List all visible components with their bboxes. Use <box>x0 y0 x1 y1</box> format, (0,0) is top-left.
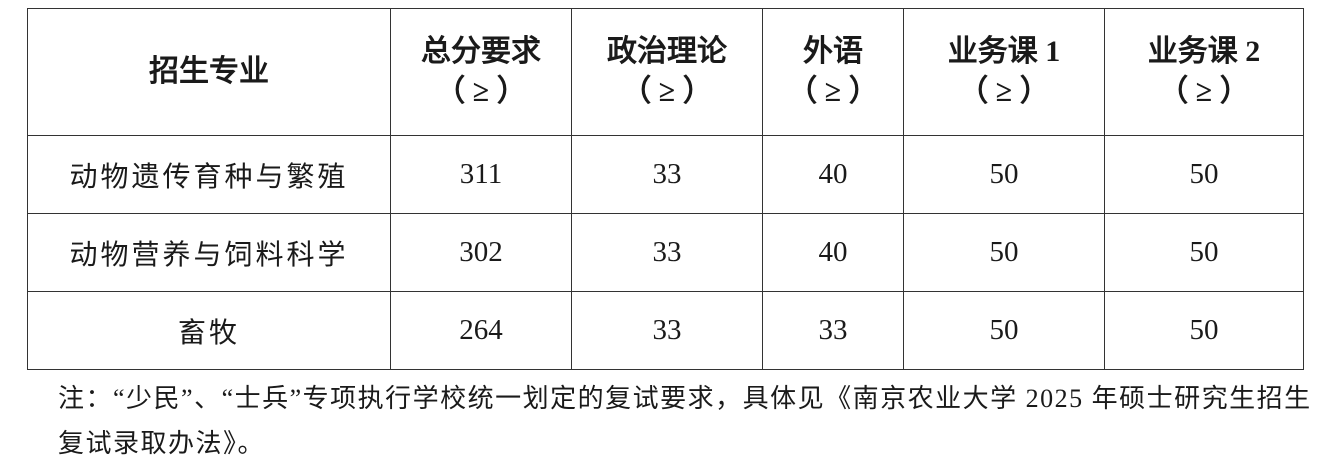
header-politics: 政治理论 （ ≥ ） <box>571 8 763 136</box>
header-row: 招生专业 总分要求 （ ≥ ） 政治理论 （ ≥ ） 外语 （ ≥ ） 业务课 1 （ … <box>27 8 1304 136</box>
header-foreign-language: 外语 （ ≥ ） <box>762 8 904 136</box>
course2-cell: 50 <box>1104 135 1304 214</box>
header-label: 政治理论 <box>607 35 727 68</box>
politics-cell: 33 <box>571 213 763 292</box>
header-label: 业务课 2 <box>1147 35 1261 68</box>
language-cell: 40 <box>762 135 904 214</box>
header-label: 业务课 1 <box>947 35 1061 68</box>
course1-cell: 50 <box>903 135 1105 214</box>
table-row: 动物营养与饲料科学 302 33 40 50 50 <box>27 213 1304 292</box>
major-cell: 畜牧 <box>27 291 391 370</box>
language-cell: 33 <box>762 291 904 370</box>
course2-cell: 50 <box>1104 213 1304 292</box>
header-major: 招生专业 <box>27 8 391 136</box>
header-sub: （ ≥ ） <box>958 75 1050 108</box>
header-label: 外语 <box>803 35 863 68</box>
header-sub: （ ≥ ） <box>435 75 527 108</box>
footnote: 注：“少民”、“士兵”专项执行学校统一划定的复试要求，具体见《南京农业大学 20… <box>58 384 1312 458</box>
politics-cell: 33 <box>571 291 763 370</box>
total-cell: 311 <box>390 135 572 214</box>
major-cell: 动物营养与饲料科学 <box>27 213 391 292</box>
total-cell: 264 <box>390 291 572 370</box>
table-row: 畜牧 264 33 33 50 50 <box>27 291 1304 370</box>
header-sub: （ ≥ ） <box>621 75 713 108</box>
header-total: 总分要求 （ ≥ ） <box>390 8 572 136</box>
header-course-1: 业务课 1 （ ≥ ） <box>903 8 1105 136</box>
major-cell: 动物遗传育种与繁殖 <box>27 135 391 214</box>
total-cell: 302 <box>390 213 572 292</box>
language-cell: 40 <box>762 213 904 292</box>
table-row: 动物遗传育种与繁殖 311 33 40 50 50 <box>27 135 1304 214</box>
course1-cell: 50 <box>903 291 1105 370</box>
course2-cell: 50 <box>1104 291 1304 370</box>
header-label: 招生专业 <box>149 55 269 88</box>
header-course-2: 业务课 2 （ ≥ ） <box>1104 8 1304 136</box>
score-requirements-table: 招生专业 总分要求 （ ≥ ） 政治理论 （ ≥ ） 外语 （ ≥ ） 业务课 1 （ … <box>27 8 1304 370</box>
header-label: 总分要求 <box>421 35 541 68</box>
header-sub: （ ≥ ） <box>787 75 879 108</box>
politics-cell: 33 <box>571 135 763 214</box>
course1-cell: 50 <box>903 213 1105 292</box>
header-sub: （ ≥ ） <box>1158 75 1250 108</box>
